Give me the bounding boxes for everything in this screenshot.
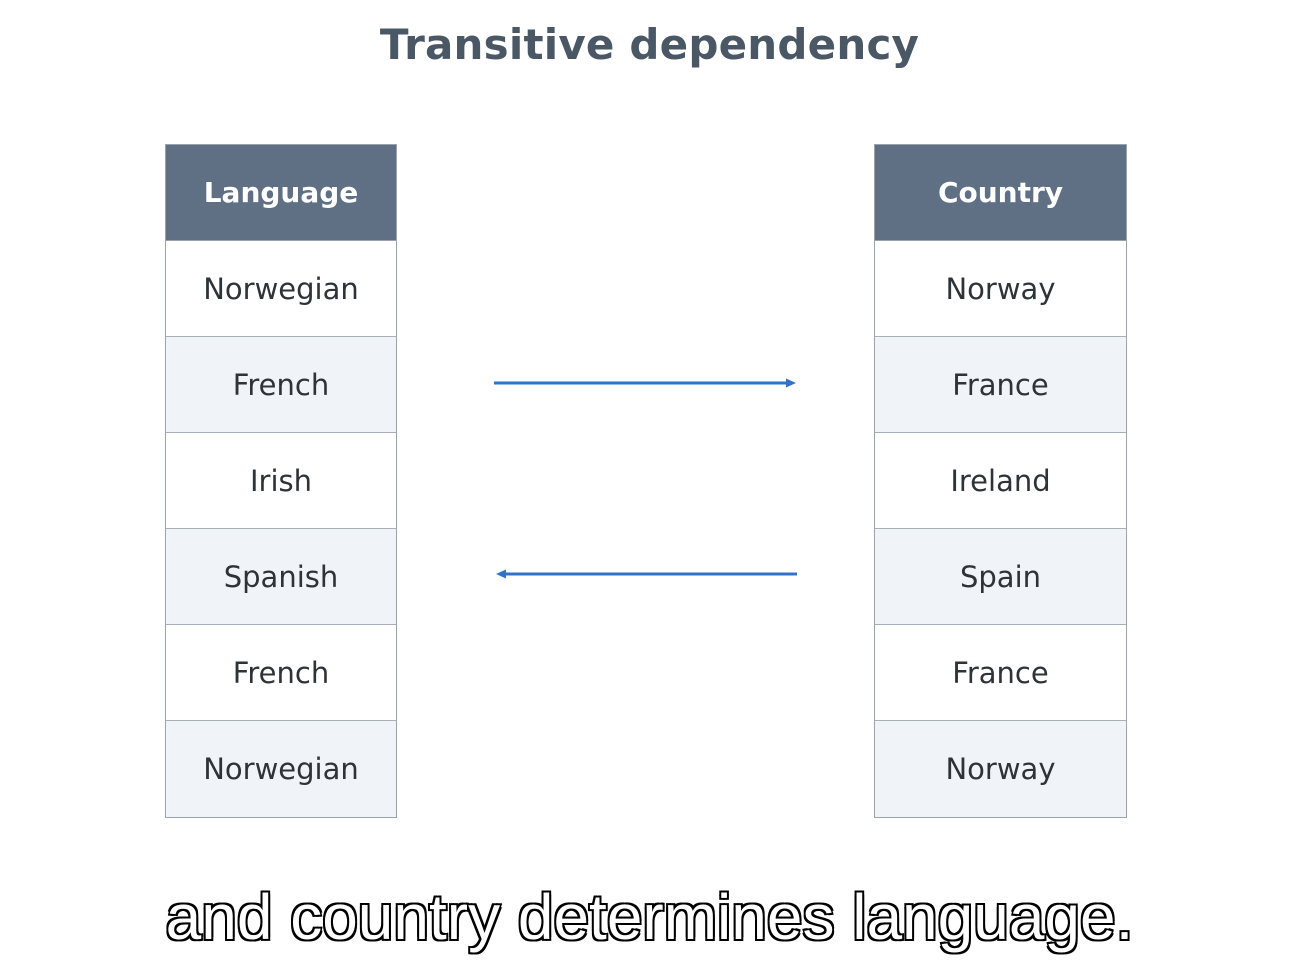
country-cell: Ireland (875, 433, 1126, 529)
country-cell: France (875, 625, 1126, 721)
language-cell: French (166, 337, 396, 433)
page-title: Transitive dependency (379, 20, 920, 69)
country-cell: Norway (875, 721, 1126, 817)
language-cell: French (166, 625, 396, 721)
country-table: Country Norway France Ireland Spain Fran… (874, 144, 1127, 818)
country-cell: Spain (875, 529, 1126, 625)
country-cell: France (875, 337, 1126, 433)
country-header: Country (875, 145, 1126, 241)
language-cell: Norwegian (166, 721, 396, 817)
language-cell: Spanish (166, 529, 396, 625)
arrow-language-to-country (494, 378, 796, 388)
language-header: Language (166, 145, 396, 241)
country-cell: Norway (875, 241, 1126, 337)
subtitle-caption: and country determines language. (164, 880, 1135, 955)
language-cell: Norwegian (166, 241, 396, 337)
language-table: Language Norwegian French Irish Spanish … (165, 144, 397, 818)
language-cell: Irish (166, 433, 396, 529)
arrow-country-to-language (496, 569, 797, 579)
